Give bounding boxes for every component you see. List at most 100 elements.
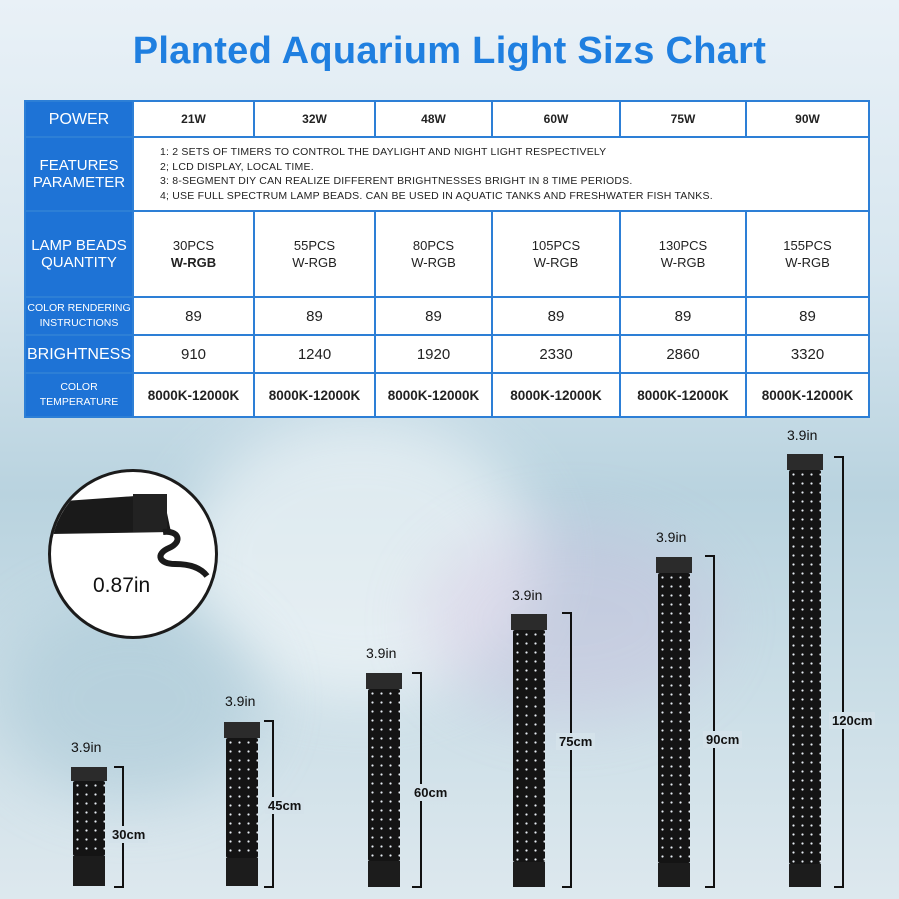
bead-type: W-RGB (660, 255, 706, 270)
length-label: 30cm (109, 826, 149, 843)
dimension-tick (114, 886, 124, 888)
feature-item: 4; USE FULL SPECTRUM LAMP BEADS. CAN BE … (160, 189, 713, 202)
dimension-tick (562, 886, 572, 888)
cri-cell: 89 (491, 296, 621, 336)
dimension-tick (705, 886, 715, 888)
cri-cell: 89 (374, 296, 493, 336)
feature-item: 2; LCD DISPLAY, LOCAL TIME. (160, 160, 314, 173)
power-cell: 32W (253, 100, 376, 138)
lamp-body (73, 781, 105, 856)
dimension-tick (412, 886, 422, 888)
lamp-control-box (368, 861, 400, 887)
power-cell: 90W (745, 100, 870, 138)
dimension-tick (412, 672, 422, 674)
brightness-cell: 910 (132, 334, 255, 374)
temp-header-line: COLOR (60, 381, 98, 393)
thickness-label: 0.87in (93, 574, 151, 597)
dimension-tick (114, 766, 124, 768)
bead-count: 155PCS (783, 238, 832, 253)
lamp-control-box (789, 864, 821, 887)
lamp-control-box (658, 863, 690, 887)
temp-cell: 8000K-12000K (132, 372, 255, 418)
bead-type: W-RGB (170, 255, 217, 270)
brightness-cell: 3320 (745, 334, 870, 374)
width-label: 3.9in (225, 693, 256, 709)
lamp-control-box (513, 862, 545, 887)
features-header-line: PARAMETER (32, 174, 126, 191)
power-cell: 60W (491, 100, 621, 138)
power-cell: 48W (374, 100, 493, 138)
power-cell: 21W (132, 100, 255, 138)
temp-header-line: TEMPERATURE (39, 396, 119, 408)
dimension-tick (562, 612, 572, 614)
dimension-line (420, 672, 422, 888)
cri-header-line: COLOR RENDERING (27, 302, 131, 314)
bead-count: 55PCS (293, 238, 336, 253)
dimension-line (570, 612, 572, 888)
dimension-tick (834, 456, 844, 458)
lamp-body (658, 573, 690, 863)
lamp-body (226, 738, 258, 858)
bead-count: 30PCS (172, 238, 215, 253)
bead-type: W-RGB (292, 255, 337, 270)
width-label: 3.9in (512, 587, 543, 603)
beads-cell: 80PCS W-RGB (374, 210, 493, 298)
page-title: Planted Aquarium Light Sizs Chart (132, 30, 767, 72)
lamp-body (513, 630, 545, 862)
temp-cell: 8000K-12000K (491, 372, 621, 418)
brightness-cell: 1240 (253, 334, 376, 374)
beads-cell: 105PCS W-RGB (491, 210, 621, 298)
width-label: 3.9in (787, 427, 818, 443)
brightness-cell: 2860 (619, 334, 747, 374)
temp-cell: 8000K-12000K (253, 372, 376, 418)
temp-row: COLOR TEMPERATURE 8000K-12000K 8000K-120… (24, 372, 870, 418)
power-header: POWER (24, 100, 134, 138)
length-label: 75cm (556, 733, 596, 750)
cri-cell: 89 (619, 296, 747, 336)
lamp-profile-drawing (51, 494, 210, 578)
bead-count: 105PCS (531, 238, 581, 253)
length-label: 45cm (265, 797, 305, 814)
width-label: 3.9in (656, 529, 687, 545)
beads-header: LAMP BEADS QUANTITY (24, 210, 134, 298)
bracket-icon (157, 528, 210, 578)
thickness-detail: 0.87in (48, 469, 218, 639)
lamp-end-cap (511, 614, 547, 630)
lamp-body (368, 689, 400, 861)
power-cell: 75W (619, 100, 747, 138)
bead-type: W-RGB (411, 255, 456, 270)
lamp-body (789, 470, 821, 864)
bead-count: 130PCS (658, 238, 708, 253)
dimension-tick (264, 886, 274, 888)
brightness-header: BRIGHTNESS (24, 334, 134, 374)
beads-cell: 30PCS W-RGB (132, 210, 255, 298)
beads-header-line: LAMP BEADS (31, 237, 127, 254)
features-row: FEATURES PARAMETER 1: 2 SETS OF TIMERS T… (24, 136, 870, 212)
dimension-line (713, 555, 715, 888)
brightness-cell: 2330 (491, 334, 621, 374)
features-cell: 1: 2 SETS OF TIMERS TO CONTROL THE DAYLI… (132, 136, 870, 212)
temp-cell: 8000K-12000K (745, 372, 870, 418)
lamp-control-box (226, 858, 258, 886)
dimension-tick (705, 555, 715, 557)
beads-cell: 130PCS W-RGB (619, 210, 747, 298)
beads-header-line: QUANTITY (41, 254, 117, 271)
temp-header: COLOR TEMPERATURE (24, 372, 134, 418)
temp-cell: 8000K-12000K (374, 372, 493, 418)
dimension-tick (264, 720, 274, 722)
lamp-control-box (73, 856, 105, 886)
dimension-line (842, 456, 844, 888)
bead-type: W-RGB (785, 255, 830, 270)
beads-row: LAMP BEADS QUANTITY 30PCS W-RGB 55PCS W-RG… (24, 210, 870, 298)
length-label: 120cm (829, 712, 876, 729)
features-header-line: FEATURES (39, 157, 119, 174)
power-row: POWER 21W 32W 48W 60W 75W 90W (24, 100, 870, 138)
cri-cell: 89 (745, 296, 870, 336)
cri-cell: 89 (253, 296, 376, 336)
cri-row: COLOR RENDERING INSTRUCTIONS 89 89 89 89… (24, 296, 870, 336)
cri-header-line: INSTRUCTIONS (39, 317, 119, 329)
features-header: FEATURES PARAMETER (24, 136, 134, 212)
cri-cell: 89 (132, 296, 255, 336)
cri-header: COLOR RENDERING INSTRUCTIONS (24, 296, 134, 336)
width-label: 3.9in (366, 645, 397, 661)
